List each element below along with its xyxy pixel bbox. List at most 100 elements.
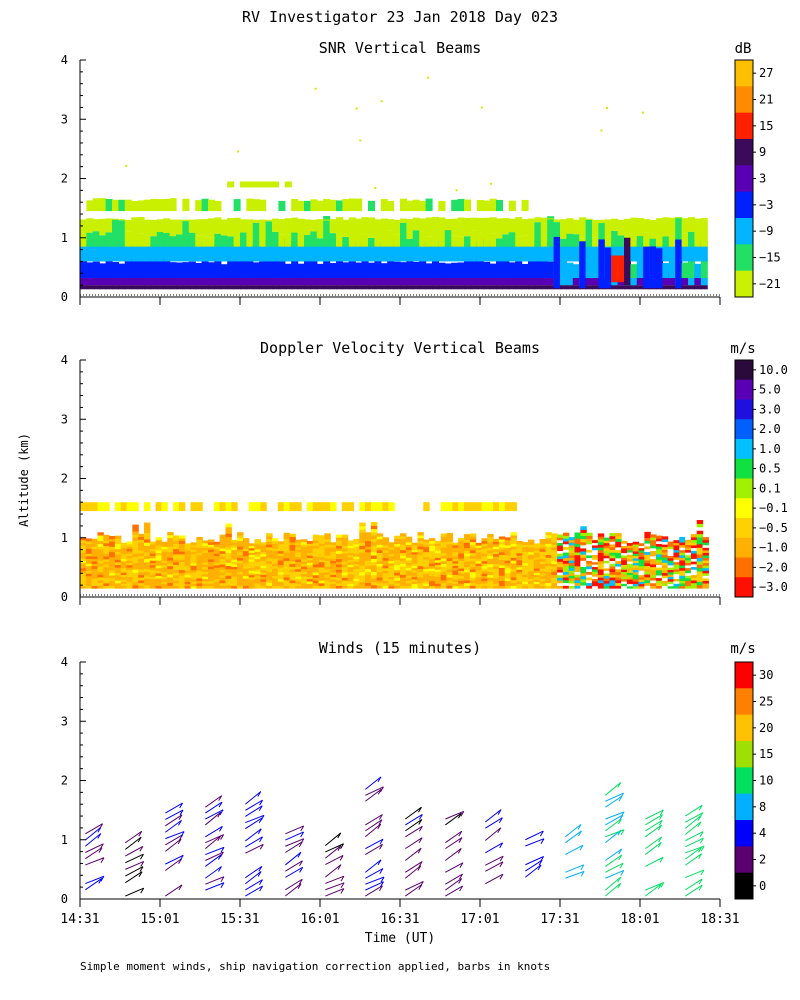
doppler-cell [609, 560, 616, 564]
doppler-cell [417, 585, 424, 589]
snr-cell [92, 231, 100, 247]
doppler-cell [266, 571, 273, 575]
doppler-cell [464, 574, 471, 578]
doppler-cell [557, 542, 564, 546]
doppler-cell [400, 544, 407, 548]
doppler-cell [126, 585, 133, 589]
wind-barb-flag [620, 792, 624, 799]
doppler-cell [400, 557, 407, 562]
snr-cell [521, 219, 529, 236]
doppler-cell [702, 554, 709, 559]
snr-cell [265, 285, 273, 290]
doppler-cell [603, 557, 611, 561]
wind-barb-shaft [685, 845, 705, 854]
wind-barb-flag [578, 830, 582, 837]
snr-cell [118, 263, 126, 279]
doppler-cell [440, 566, 448, 570]
snr-cell [508, 218, 516, 233]
doppler-cell [190, 567, 197, 571]
snr-cell [316, 285, 324, 290]
doppler-cell [586, 549, 593, 553]
doppler-cell [673, 554, 680, 558]
snr-cell [425, 198, 433, 212]
doppler-cell [301, 571, 308, 574]
doppler-cell [347, 547, 355, 551]
wind-barb-shaft [645, 882, 665, 891]
doppler-cell [213, 569, 221, 573]
doppler-cell [685, 552, 692, 556]
doppler-cell [609, 571, 616, 575]
doppler-cell [545, 585, 552, 589]
doppler-cell [528, 585, 535, 589]
doppler-cell [260, 542, 267, 546]
doppler-heatmap [80, 502, 709, 589]
doppler-cell [481, 565, 488, 569]
doppler-cell [248, 558, 256, 562]
snr-cell [585, 218, 593, 220]
snr-cell [611, 285, 619, 290]
doppler-cell [516, 569, 523, 573]
snr-cell [528, 285, 535, 290]
doppler-cell [464, 539, 471, 543]
snr-cell [464, 273, 471, 286]
snr-cell [201, 240, 209, 262]
doppler-cell [481, 578, 488, 582]
doppler-cell [394, 546, 401, 550]
doppler-cell [330, 553, 337, 557]
doppler-cell [702, 547, 709, 551]
doppler-cell [132, 584, 139, 589]
doppler-elevated-cell [219, 502, 227, 512]
doppler-cell [481, 553, 488, 557]
doppler-cell [208, 561, 215, 565]
doppler-cell [283, 549, 291, 553]
doppler-cell [696, 523, 704, 528]
doppler-cell [452, 567, 459, 571]
doppler-cell [388, 560, 395, 564]
doppler-cell [173, 543, 180, 547]
doppler-cell [679, 536, 686, 540]
doppler-cell [568, 539, 576, 543]
doppler-cell [592, 573, 599, 577]
doppler-cell [277, 546, 285, 549]
snr-cell [476, 285, 484, 290]
doppler-cell [167, 537, 174, 541]
doppler-cell [632, 550, 640, 554]
wind-barb-flag [620, 829, 625, 836]
doppler-cell [690, 553, 698, 557]
doppler-cell [376, 544, 384, 548]
wind-barb-shaft [85, 833, 102, 847]
doppler-cell [522, 583, 529, 587]
doppler-cell [149, 578, 157, 582]
doppler-cell [632, 555, 640, 559]
doppler-cell [539, 558, 547, 562]
doppler-cell [702, 583, 709, 587]
doppler-cell [557, 585, 564, 589]
doppler-cell [85, 543, 93, 547]
doppler-cell [318, 561, 325, 565]
doppler-cell [621, 562, 628, 565]
doppler-cell [336, 585, 343, 589]
snr-cell [508, 243, 516, 262]
doppler-cell [487, 558, 494, 562]
doppler-cell [225, 565, 232, 570]
doppler-cell [272, 545, 279, 549]
doppler-cell [545, 568, 552, 572]
doppler-cell [609, 563, 616, 567]
doppler-cell [446, 552, 453, 556]
doppler-cell [417, 554, 424, 558]
wind-barb-flag [539, 830, 544, 837]
doppler-cell [318, 577, 325, 581]
doppler-cell [568, 585, 576, 589]
doppler-elevated-cell [487, 502, 494, 512]
doppler-cell [382, 570, 389, 574]
snr-cell [355, 275, 363, 286]
doppler-cell [528, 573, 535, 577]
snr-cell [592, 219, 599, 238]
doppler-cell [411, 563, 419, 566]
doppler-cell [120, 563, 128, 566]
doppler-cell [504, 555, 512, 559]
doppler-cell [219, 585, 227, 589]
wind-barb-flag [340, 875, 345, 882]
snr-cell [502, 218, 510, 235]
